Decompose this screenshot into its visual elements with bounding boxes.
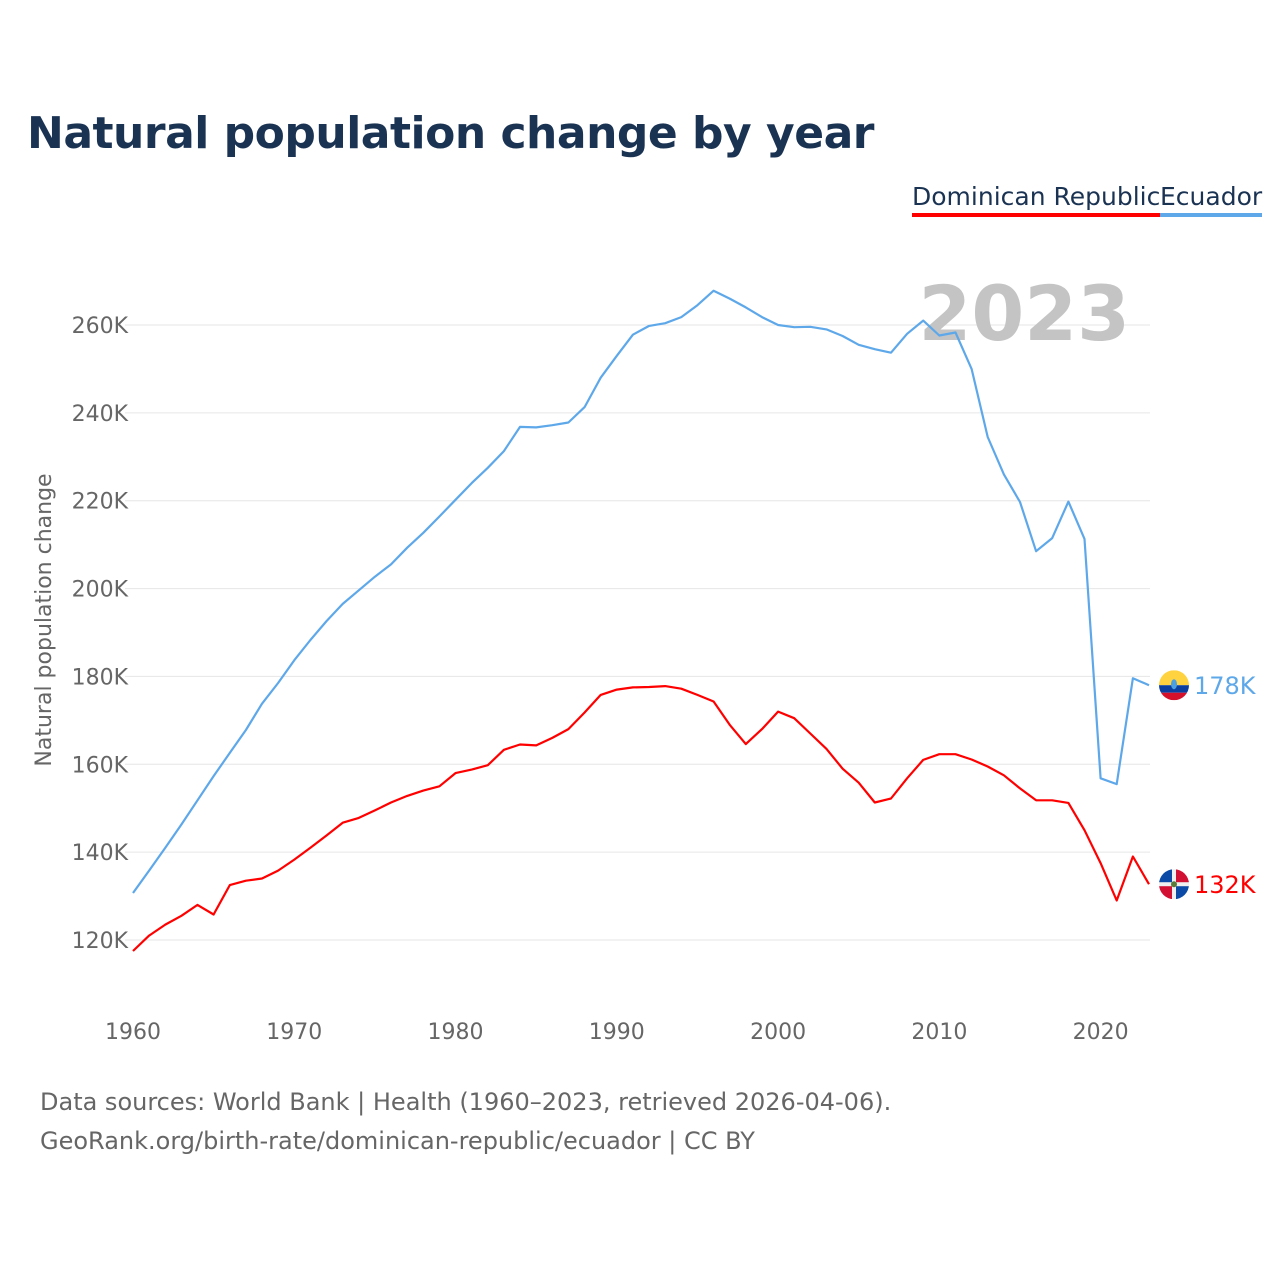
series-line-ecuador [132, 289, 1150, 894]
y-tick-label: 200K [72, 578, 129, 603]
flag-emblem [1171, 881, 1177, 888]
legend-item-ecuador[interactable]: Ecuador [1160, 182, 1263, 217]
flag-q4 [1176, 886, 1189, 900]
x-tick-label: 1980 [428, 1020, 484, 1045]
flag-dominican-republic-icon [1159, 869, 1189, 900]
flag-q1 [1159, 869, 1172, 883]
year-badge: 2023 [918, 269, 1130, 358]
y-tick-label: 180K [72, 665, 129, 690]
y-tick-label: 140K [72, 841, 129, 866]
y-tick-label: 260K [72, 314, 129, 339]
flag-ecuador-icon [1159, 670, 1189, 701]
y-axis-label: Natural population change [32, 473, 57, 766]
footer-link[interactable]: GeoRank.org/birth-rate/dominican-republi… [40, 1127, 755, 1155]
y-tick-label: 240K [72, 402, 129, 427]
footer-source: Data sources: World Bank | Health (1960–… [40, 1088, 892, 1116]
chart-title: Natural population change by year [27, 108, 874, 159]
x-tick-label: 1970 [266, 1020, 322, 1045]
series-line-dominican-republic [132, 684, 1150, 952]
flag-emblem [1171, 679, 1177, 690]
x-tick-label: 1990 [589, 1020, 645, 1045]
x-tick-label: 2000 [750, 1020, 806, 1045]
end-value-label: 178K [1194, 672, 1257, 700]
flag-red [1159, 692, 1189, 701]
flag-q2 [1176, 869, 1189, 883]
flag-q3 [1159, 886, 1172, 900]
flag-yellow [1159, 670, 1189, 686]
y-tick-label: 160K [72, 753, 129, 778]
end-value-label: 132K [1194, 871, 1257, 899]
x-tick-label: 2010 [911, 1020, 967, 1045]
y-tick-label: 120K [72, 929, 129, 954]
x-tick-label: 2020 [1073, 1020, 1129, 1045]
x-tick-label: 1960 [105, 1020, 161, 1045]
legend-item-dominican-republic[interactable]: Dominican Republic [912, 182, 1161, 217]
y-tick-label: 220K [72, 490, 129, 515]
